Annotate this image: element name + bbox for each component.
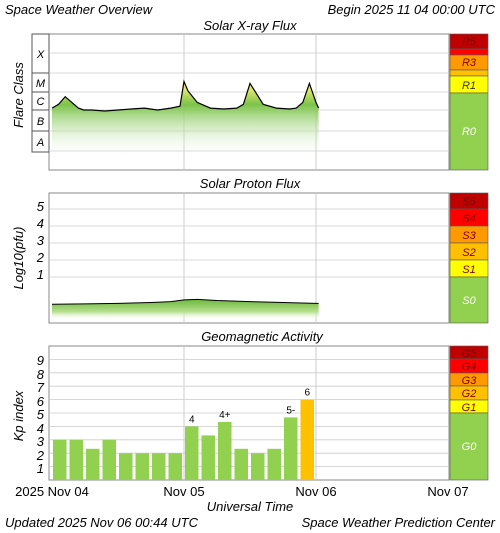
- kp-bar: [284, 417, 298, 480]
- kp-scale-g0-label: G0: [462, 441, 478, 453]
- xray-class-c: C: [37, 96, 45, 108]
- proton-scale-s0: [449, 276, 489, 324]
- xray-class-box-x: [31, 33, 50, 74]
- proton-title: Solar Proton Flux: [200, 176, 301, 191]
- kp-bar-label: 4+: [219, 410, 231, 421]
- kp-tick-8: 8: [37, 367, 45, 382]
- proton-plot-frame: [48, 192, 450, 324]
- kp-bar: [135, 453, 149, 480]
- xray-scale-r4: [449, 48, 489, 56]
- updated-time: Updated 2025 Nov 06 00:44 UTC: [5, 515, 199, 530]
- kp-tick-7: 7: [37, 380, 45, 395]
- xray-ylabel: Flare Class: [11, 62, 26, 128]
- kp-bar: [201, 435, 215, 480]
- kp-tick-4: 4: [37, 421, 44, 436]
- xray-scale-r0: [449, 92, 489, 171]
- kp-bar-label: 6: [305, 388, 311, 399]
- proton-scale-column: S5 S4 S3 S2 S1 S0: [449, 192, 489, 324]
- kp-bar: [234, 448, 248, 480]
- xray-flux-line: [51, 79, 320, 112]
- xray-flux-area: [52, 81, 319, 158]
- xray-class-x: X: [36, 49, 45, 61]
- x-axis-label: Universal Time: [207, 499, 294, 514]
- proton-tick-5: 5: [37, 199, 45, 214]
- kp-tick-6: 6: [37, 394, 45, 409]
- kp-bar: [102, 439, 116, 480]
- proton-flux-line: [51, 298, 319, 305]
- xray-scale-r5-label: R5: [462, 36, 477, 48]
- kp-bars: 4 4+ 5- 6: [53, 388, 314, 480]
- kp-scale-column: G5 G4 G3 G2 G1 G0: [449, 345, 489, 481]
- x-tick-nov07: Nov 07: [427, 484, 468, 499]
- kp-tick-5: 5: [37, 407, 45, 422]
- proton-ylabel: Log10(pfu): [11, 227, 26, 290]
- kp-scale-g2-label: G2: [462, 388, 477, 400]
- xray-scale-r1-label: R1: [462, 80, 476, 92]
- kp-bar: [300, 399, 314, 480]
- proton-scale-s2-label: S2: [462, 247, 475, 259]
- xray-scale-r3-label: R3: [462, 57, 477, 69]
- xray-title: Solar X-ray Flux: [203, 18, 297, 33]
- kp-bar-label: 4: [189, 414, 195, 425]
- proton-scale-s1-label: S1: [462, 264, 475, 276]
- kp-bar: [86, 448, 100, 480]
- proton-scale-s0-label: S0: [462, 295, 476, 307]
- proton-tick-2: 2: [36, 250, 45, 265]
- proton-series: [51, 298, 319, 320]
- xray-class-b: B: [37, 116, 44, 128]
- proton-tick-3: 3: [37, 233, 45, 248]
- proton-scale-s4-label: S4: [462, 213, 475, 225]
- geomag-title: Geomagnetic Activity: [201, 329, 324, 344]
- proton-tick-1: 1: [37, 267, 44, 282]
- kp-tick-9: 9: [37, 353, 44, 368]
- x-tick-nov05: Nov 05: [163, 484, 204, 499]
- proton-scale-s3-label: S3: [462, 230, 476, 242]
- begin-time: Begin 2025 11 04 00:00 UTC: [328, 2, 496, 17]
- kp-scale-g1-label: G1: [462, 402, 477, 414]
- xray-series: [51, 79, 320, 158]
- kp-bar: [267, 448, 281, 480]
- xray-class-m: M: [36, 78, 46, 90]
- kp-bar: [69, 439, 83, 480]
- proton-scale-s5-label: S5: [462, 196, 476, 208]
- kp-bar: [251, 453, 265, 480]
- kp-scale-g4-label: G4: [462, 361, 477, 373]
- kp-scale-g0: [449, 412, 489, 481]
- x-tick-nov06: Nov 06: [295, 484, 336, 499]
- kp-tick-2: 2: [36, 448, 45, 463]
- kp-bar: [218, 422, 232, 480]
- proton-flux-area: [52, 299, 319, 320]
- xray-scale-column: R5 R3 R1 R0: [449, 33, 489, 171]
- kp-scale-g3-label: G3: [462, 375, 478, 387]
- xray-scale-r2: [449, 69, 489, 77]
- kp-bar: [119, 453, 133, 480]
- proton-tick-4: 4: [37, 216, 44, 231]
- kp-bar: [53, 439, 67, 480]
- kp-bar: [168, 453, 182, 480]
- kp-ylabel: Kp index: [11, 390, 26, 441]
- swpc-credit: Space Weather Prediction Center: [302, 515, 496, 530]
- kp-bar: [185, 426, 199, 480]
- grid-lines: [49, 34, 449, 480]
- x-tick-nov04: 2025 Nov 04: [15, 484, 89, 499]
- kp-tick-3: 3: [37, 434, 45, 449]
- kp-tick-1: 1: [37, 461, 44, 476]
- overview-title: Space Weather Overview: [5, 2, 154, 17]
- kp-bar: [152, 453, 166, 480]
- kp-scale-g5-label: G5: [462, 348, 478, 360]
- xray-class-a: A: [36, 137, 44, 149]
- xray-scale-r0-label: R0: [462, 126, 477, 138]
- kp-bar-label: 5-: [286, 405, 295, 416]
